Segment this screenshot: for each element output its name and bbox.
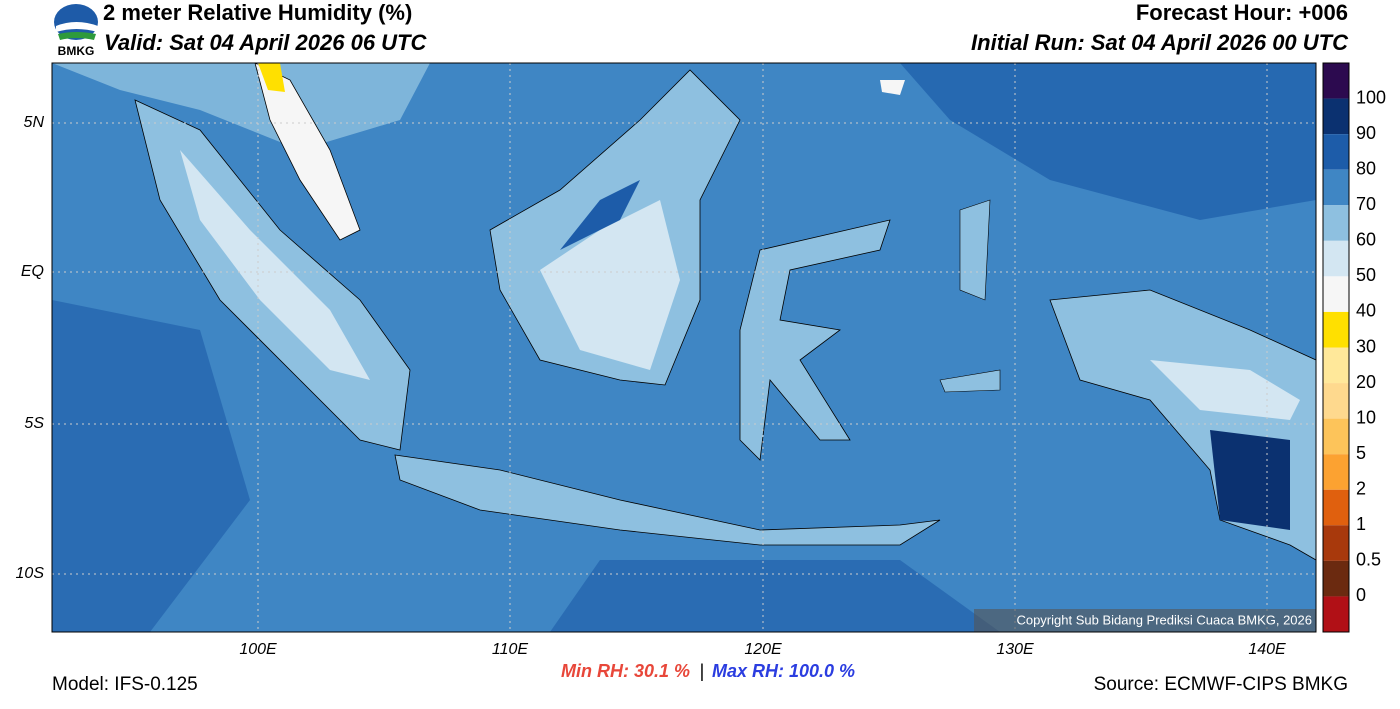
colorbar-box	[1323, 311, 1349, 348]
colorbar-label: 100	[1356, 87, 1386, 107]
lon-label: 130E	[996, 641, 1034, 658]
colorbar-box	[1323, 240, 1349, 277]
max-rh: Max RH: 100.0 %	[712, 661, 855, 681]
logo: BMKG	[54, 4, 98, 58]
colorbar-label: 0.5	[1356, 550, 1381, 570]
title: 2 meter Relative Humidity (%)	[103, 0, 412, 25]
colorbar-box	[1323, 134, 1349, 170]
lat-label: 5S	[24, 415, 44, 432]
colorbar-label: 2	[1356, 479, 1366, 499]
colorbar-label: 0	[1356, 585, 1366, 605]
colorbar-label: 70	[1356, 194, 1376, 214]
lat-label: 5N	[24, 114, 45, 131]
colorbar-box	[1323, 489, 1349, 526]
copyright: Copyright Sub Bidang Prediksi Cuaca BMKG…	[1016, 612, 1312, 627]
source: Source: ECMWF-CIPS BMKG	[1094, 674, 1348, 695]
colorbar-box	[1323, 454, 1349, 490]
colorbar-box	[1323, 347, 1349, 384]
lon-label: 120E	[744, 641, 782, 658]
colorbar-box	[1323, 98, 1349, 135]
colorbar-box	[1323, 276, 1349, 312]
colorbar-box	[1323, 383, 1349, 419]
colorbar-label: 10	[1356, 407, 1376, 427]
colorbar-label: 40	[1356, 301, 1376, 321]
initial-run: Initial Run: Sat 04 April 2026 00 UTC	[971, 30, 1349, 55]
colorbar: 100 90 80 70 60 50 40 30 20 10 5 2 1 0.5 0	[1322, 62, 1386, 633]
forecast-hour: Forecast Hour: +006	[1136, 0, 1348, 25]
map: Copyright Sub Bidang Prediksi Cuaca BMKG…	[52, 63, 1316, 632]
min-rh: Min RH: 30.1 %	[561, 661, 690, 681]
lon-label: 100E	[239, 641, 277, 658]
colorbar-label: 60	[1356, 230, 1376, 250]
valid-time: Valid: Sat 04 April 2026 06 UTC	[104, 30, 427, 55]
lat-label: 10S	[16, 565, 45, 582]
colorbar-label: 30	[1356, 336, 1376, 356]
colorbar-label: 80	[1356, 158, 1376, 178]
colorbar-label: 20	[1356, 372, 1376, 392]
colorbar-label: 90	[1356, 123, 1376, 143]
colorbar-box	[1323, 205, 1349, 241]
colorbar-box	[1323, 596, 1349, 632]
colorbar-box	[1323, 63, 1349, 99]
lat-label: EQ	[21, 263, 44, 280]
colorbar-label: 50	[1356, 265, 1376, 285]
map-frame	[51, 62, 1317, 633]
colorbar-box	[1323, 525, 1349, 561]
lon-label: 140E	[1248, 641, 1286, 658]
colorbar-box	[1323, 560, 1349, 597]
logo-text: BMKG	[58, 44, 95, 58]
lon-label: 110E	[492, 641, 529, 658]
colorbar-box	[1323, 169, 1349, 206]
colorbar-label: 1	[1356, 514, 1366, 534]
colorbar-label: 5	[1356, 443, 1366, 463]
model: Model: IFS-0.125	[52, 674, 198, 695]
colorbar-box	[1323, 418, 1349, 455]
separator: |	[700, 661, 705, 681]
colorbar-frame	[1322, 62, 1350, 633]
